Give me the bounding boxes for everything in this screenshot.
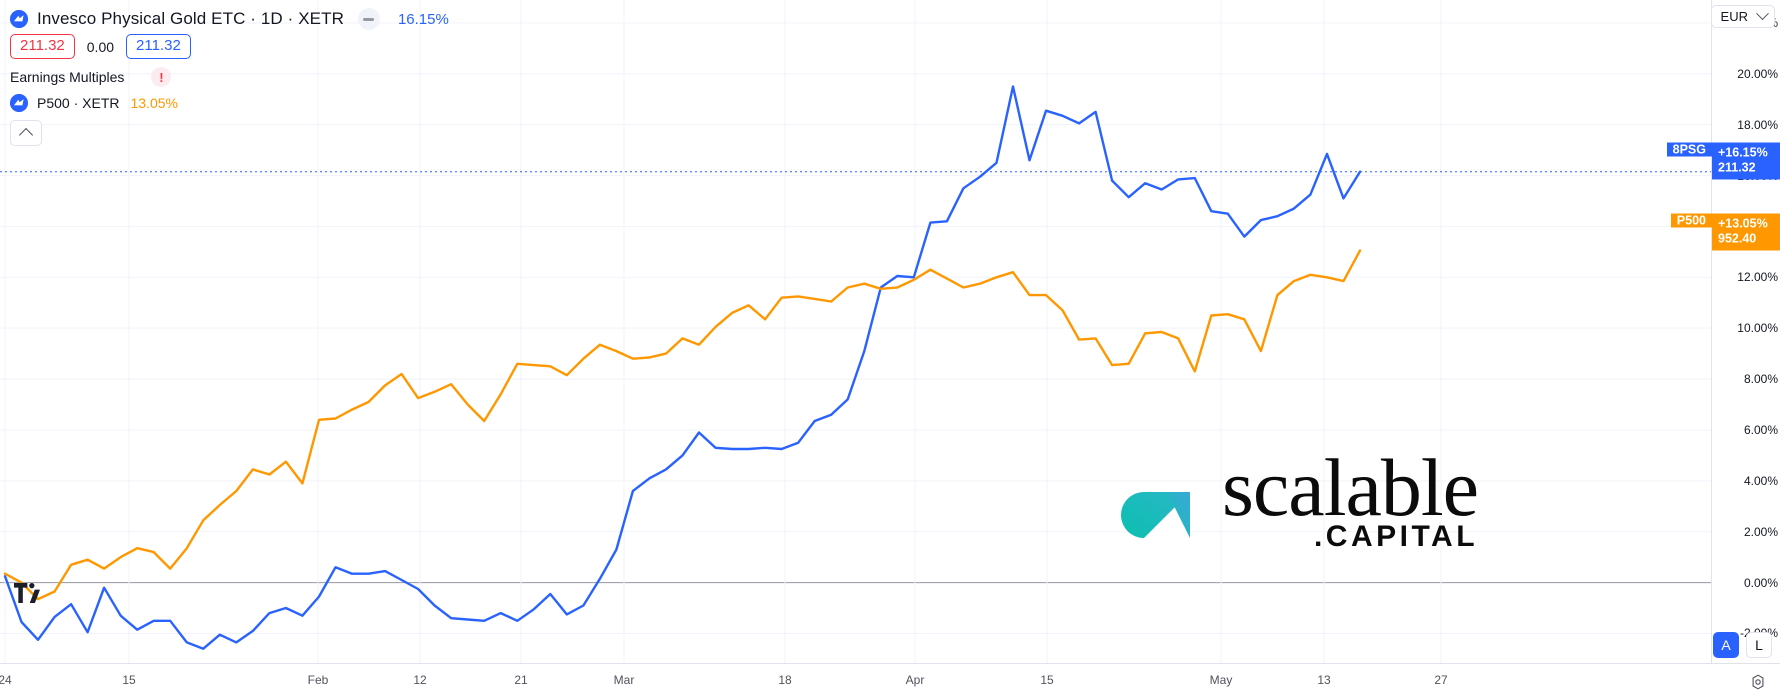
price-tag-change: +13.05% — [1718, 216, 1768, 231]
price-tag-8psg[interactable]: 8PSG +16.15% 211.32 — [1666, 142, 1780, 180]
price-axis-tick: 12.00% — [1737, 270, 1778, 285]
time-axis-tick: 13 — [1317, 673, 1331, 687]
warning-icon[interactable]: ! — [151, 67, 172, 87]
price-tag-p500[interactable]: P500 +13.05% 952.40 — [1670, 213, 1780, 251]
chart-canvas — [0, 0, 1712, 664]
chart-legend: Invesco Physical Gold ETC · 1D · XETR 16… — [10, 6, 449, 146]
time-axis-tick: Feb — [307, 673, 329, 687]
time-axis-tick: Apr — [905, 673, 925, 687]
page-title: Invesco Physical Gold ETC · 1D · XETR — [37, 9, 344, 28]
time-axis-tick: 18 — [778, 673, 792, 687]
header-change-percent: 16.15% — [397, 10, 449, 28]
price-tag-price: 952.40 — [1718, 231, 1757, 246]
chart-plot-area[interactable] — [0, 0, 1712, 664]
price-axis-tick: 20.00% — [1737, 66, 1778, 81]
price-axis-tick: 2.00% — [1743, 524, 1778, 539]
price-axis[interactable]: 22.00%20.00%18.00%16.00%14.00%12.00%10.0… — [1711, 0, 1780, 664]
price-axis-tick: 18.00% — [1737, 117, 1778, 132]
price-axis-tick: 8.00% — [1743, 372, 1778, 387]
chevron-down-icon — [1756, 7, 1769, 21]
log-scale-toggle[interactable]: L — [1746, 632, 1772, 658]
currency-value: EUR — [1720, 9, 1748, 24]
price-axis-tick: 0.00% — [1743, 575, 1778, 590]
time-axis-tick: 21 — [514, 673, 528, 687]
price-axis-tick: 10.00% — [1737, 321, 1778, 336]
time-axis[interactable]: 24 15 Feb 12 21 Mar 18 Apr 15 May 13 27 — [0, 663, 1780, 700]
tradingview-logo[interactable] — [14, 583, 44, 608]
hide-series-icon[interactable] — [357, 8, 380, 30]
study-row-earnings-multiples[interactable]: Earnings Multiples ! — [10, 67, 449, 87]
time-axis-tick: 15 — [1040, 673, 1054, 687]
ohlc-low-value[interactable]: 211.32 — [10, 34, 75, 59]
price-axis-tick: 4.00% — [1743, 473, 1778, 488]
compare-series-label: P500 · XETR — [37, 95, 120, 111]
ohlc-mid-value: 0.00 — [86, 38, 115, 55]
time-axis-tick: 12 — [413, 673, 427, 687]
ohlc-high-value[interactable]: 211.32 — [126, 34, 191, 59]
gear-icon[interactable] — [1750, 674, 1766, 690]
time-axis-tick: 27 — [1434, 673, 1448, 687]
chevron-up-icon[interactable] — [10, 120, 42, 146]
time-axis-tick: 24 — [0, 673, 12, 687]
ohlc-values: 211.32 0.00 211.32 — [10, 34, 449, 59]
time-axis-tick: Mar — [613, 673, 635, 687]
compare-series-change: 13.05% — [130, 95, 178, 111]
scalable-capital-avatar-icon — [10, 94, 28, 112]
legend-main-row[interactable]: Invesco Physical Gold ETC · 1D · XETR 16… — [10, 6, 449, 32]
currency-selector[interactable]: EUR — [1710, 5, 1775, 28]
time-axis-tick: 15 — [122, 673, 136, 687]
price-tag-ticker: 8PSG — [1666, 142, 1712, 157]
axis-toggles: A L — [1713, 632, 1772, 658]
price-tag-body: +16.15% 211.32 — [1712, 142, 1780, 180]
study-name: Earnings Multiples — [10, 69, 125, 85]
legend-compare-series-p500[interactable]: P500 · XETR 13.05% — [10, 94, 449, 112]
price-axis-tick: 6.00% — [1743, 422, 1778, 437]
price-tag-change: +16.15% — [1718, 145, 1768, 160]
price-tag-body: +13.05% 952.40 — [1712, 213, 1780, 251]
price-tag-ticker: P500 — [1670, 213, 1712, 228]
scalable-capital-avatar-icon — [10, 10, 28, 28]
time-axis-tick: May — [1209, 673, 1233, 687]
auto-scale-toggle[interactable]: A — [1713, 632, 1739, 658]
price-tag-price: 211.32 — [1718, 160, 1756, 175]
